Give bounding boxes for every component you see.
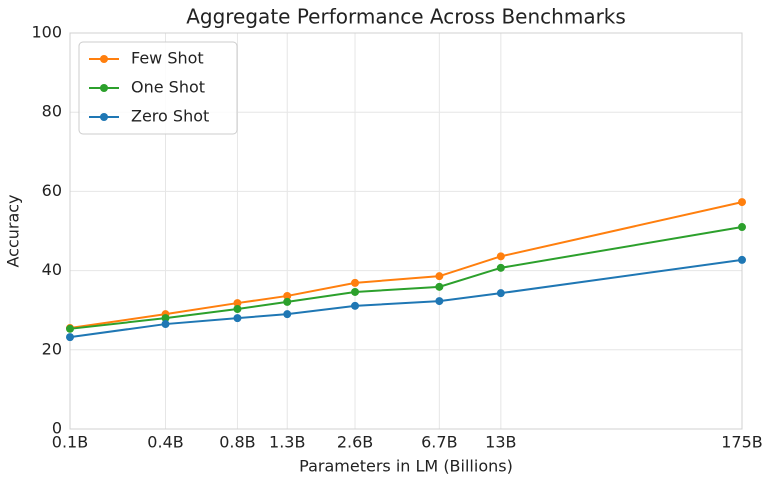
data-point bbox=[233, 314, 242, 323]
data-point bbox=[161, 320, 170, 329]
y-tick-label: 100 bbox=[31, 23, 62, 42]
y-axis-label: Accuracy bbox=[4, 194, 23, 267]
series-line bbox=[69, 201, 743, 330]
data-point bbox=[283, 297, 292, 306]
series-line bbox=[69, 226, 743, 330]
data-point bbox=[233, 299, 242, 308]
data-point bbox=[66, 333, 74, 342]
data-point bbox=[496, 289, 505, 298]
y-tick-label: 40 bbox=[42, 260, 62, 279]
data-point bbox=[738, 255, 746, 264]
legend-marker bbox=[100, 84, 108, 92]
x-tick-label: 1.3B bbox=[269, 433, 305, 452]
data-point bbox=[351, 301, 360, 310]
series-line bbox=[69, 258, 743, 339]
x-tick-label: 6.7B bbox=[421, 433, 457, 452]
legend-marker bbox=[100, 55, 108, 63]
data-point bbox=[283, 310, 292, 319]
x-tick-label: 0.1B bbox=[52, 433, 88, 452]
legend-label: One Shot bbox=[131, 78, 205, 97]
data-point bbox=[738, 198, 746, 207]
data-point bbox=[233, 305, 242, 314]
x-tick-label: 13B bbox=[485, 433, 516, 452]
legend-box bbox=[78, 41, 238, 135]
data-point bbox=[435, 272, 444, 281]
data-point bbox=[351, 278, 360, 287]
x-tick-label: 175B bbox=[721, 433, 763, 452]
x-tick-label: 2.6B bbox=[337, 433, 373, 452]
data-point bbox=[161, 314, 170, 323]
data-point bbox=[496, 252, 505, 261]
y-tick-label: 20 bbox=[42, 339, 62, 358]
data-point bbox=[496, 263, 505, 272]
x-tick-label: 0.4B bbox=[147, 433, 183, 452]
data-point bbox=[435, 297, 444, 306]
data-point bbox=[435, 282, 444, 291]
data-point bbox=[66, 324, 74, 333]
legend-label: Few Shot bbox=[131, 49, 204, 68]
data-point bbox=[351, 287, 360, 296]
x-tick-label: 0.8B bbox=[219, 433, 255, 452]
legend-marker bbox=[100, 113, 108, 121]
chart-title: Aggregate Performance Across Benchmarks bbox=[186, 5, 626, 29]
legend-label: Zero Shot bbox=[131, 107, 209, 126]
data-point bbox=[283, 291, 292, 300]
x-axis-label: Parameters in LM (Billions) bbox=[299, 457, 513, 476]
y-tick-label: 80 bbox=[42, 102, 62, 121]
y-tick-label: 0 bbox=[52, 419, 62, 438]
data-point bbox=[738, 223, 746, 232]
y-tick-label: 60 bbox=[42, 181, 62, 200]
